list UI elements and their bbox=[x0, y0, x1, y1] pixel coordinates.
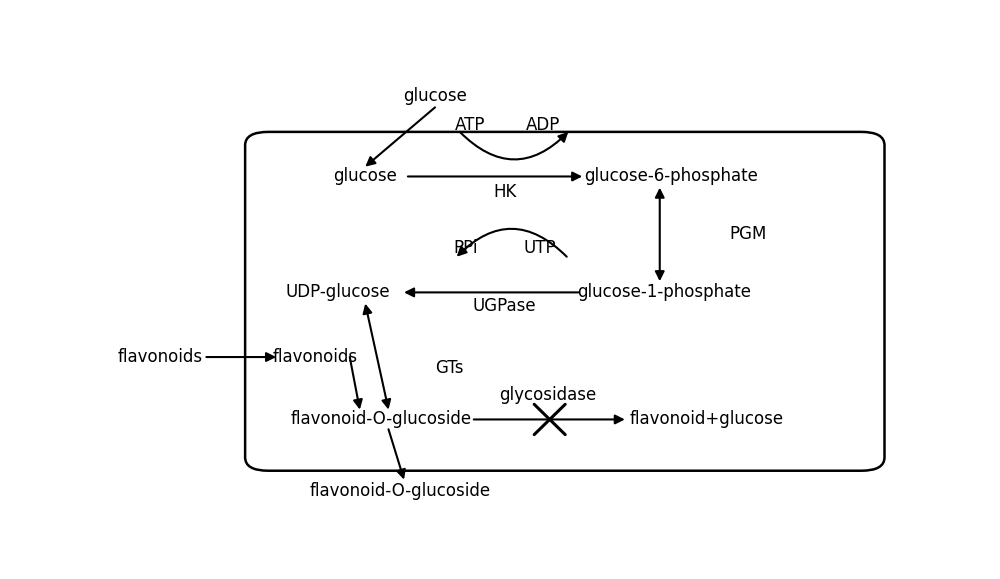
Text: UTP: UTP bbox=[523, 239, 556, 257]
Text: ATP: ATP bbox=[455, 116, 485, 134]
Text: ADP: ADP bbox=[526, 116, 561, 134]
Text: UDP-glucose: UDP-glucose bbox=[286, 283, 390, 302]
Text: flavonoids: flavonoids bbox=[272, 348, 357, 366]
Text: glucose-1-phosphate: glucose-1-phosphate bbox=[577, 283, 751, 302]
Text: glucose-6-phosphate: glucose-6-phosphate bbox=[584, 167, 758, 185]
Text: PPi: PPi bbox=[454, 239, 478, 257]
Text: HK: HK bbox=[493, 183, 516, 201]
Text: glucose: glucose bbox=[333, 167, 397, 185]
Text: UGPase: UGPase bbox=[473, 297, 537, 315]
Text: flavonoid-O-glucoside: flavonoid-O-glucoside bbox=[290, 411, 471, 428]
Text: glucose: glucose bbox=[403, 87, 467, 105]
Text: PGM: PGM bbox=[730, 225, 767, 243]
Text: flavonoid-O-glucoside: flavonoid-O-glucoside bbox=[310, 482, 491, 500]
Text: flavonoids: flavonoids bbox=[117, 348, 202, 366]
Text: glycosidase: glycosidase bbox=[499, 386, 596, 404]
Text: flavonoid+glucose: flavonoid+glucose bbox=[629, 411, 783, 428]
Text: GTs: GTs bbox=[435, 359, 464, 377]
